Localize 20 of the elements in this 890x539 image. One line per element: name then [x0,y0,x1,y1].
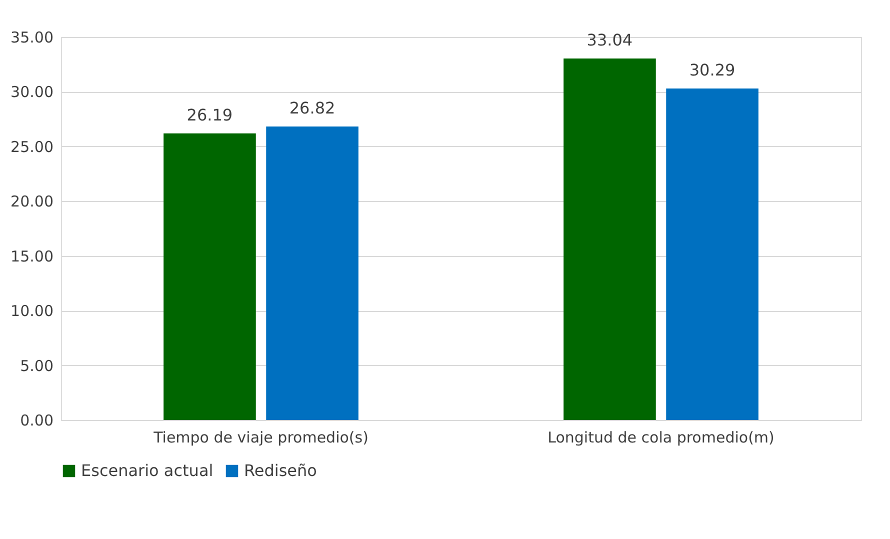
data-label: 26.82 [289,98,336,118]
y-tick-label: 5.00 [20,356,54,375]
y-tick-label: 20.00 [10,192,54,211]
data-label: 26.19 [186,105,233,124]
y-tick-label: 25.00 [10,138,54,156]
data-label: 30.29 [689,60,736,80]
bar [164,133,256,420]
x-tick-label: Tiempo de viaje promedio(s) [152,428,368,446]
bar [266,126,358,420]
legend-label: Escenario actual [81,461,214,480]
bar [564,58,656,420]
legend-label: Rediseño [244,461,317,480]
data-label: 33.04 [586,30,633,50]
bar [666,88,758,420]
y-tick-label: 15.00 [10,247,54,266]
y-tick-label: 10.00 [10,302,54,320]
x-tick-label: Longitud de cola promedio(m) [548,428,774,446]
y-tick-label: 35.00 [10,28,54,46]
y-tick-label: 30.00 [10,83,54,102]
y-tick-label: 0.00 [20,412,54,430]
